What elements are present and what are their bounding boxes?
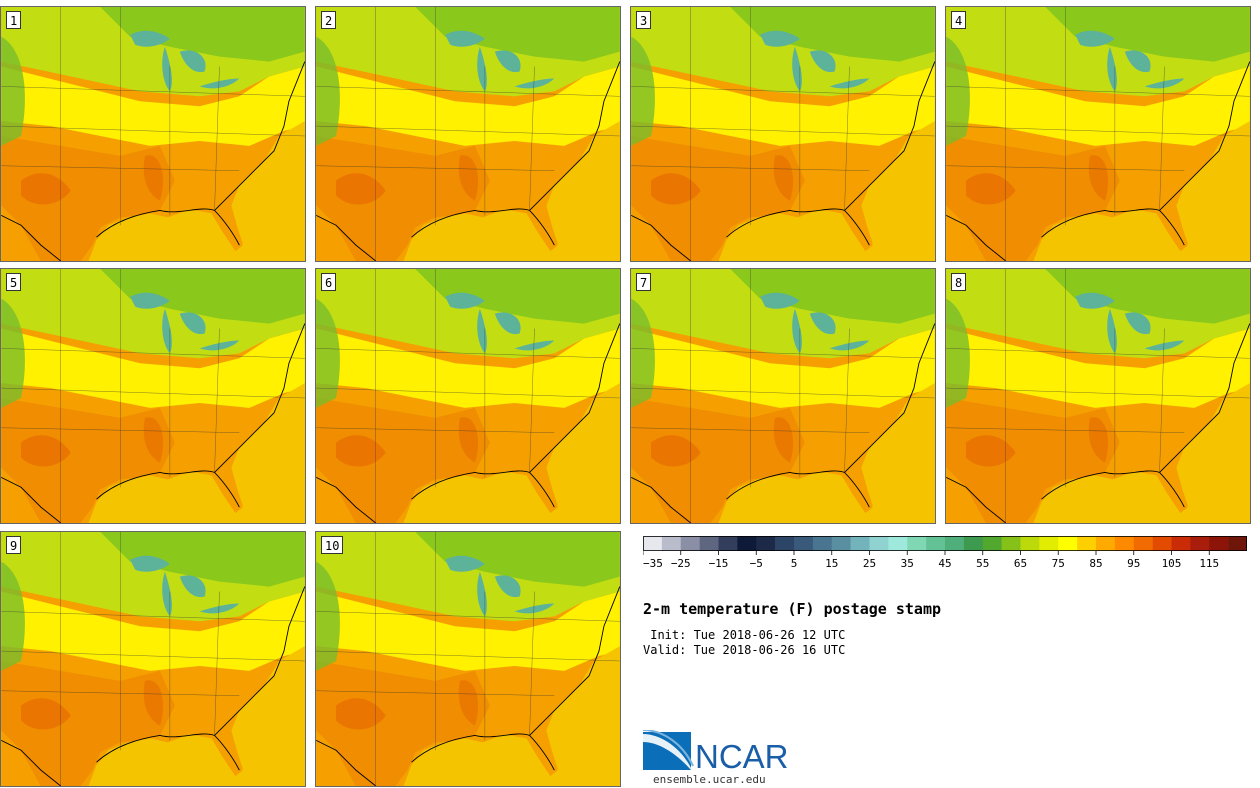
colorbar-tick-label: 75 (1052, 557, 1065, 570)
colorbar-swatch (963, 536, 984, 551)
panel-7: 7 (630, 268, 936, 524)
colorbar-swatch (1190, 536, 1210, 551)
temperature-map (1, 7, 305, 261)
colorbar-frame (643, 536, 1247, 551)
colorbar-swatch (794, 536, 814, 551)
colorbar-swatch (1058, 536, 1078, 551)
colorbar-tick-label: 45 (938, 557, 951, 570)
colorbar-tick-label: 35 (901, 557, 914, 570)
colorbar-tick-label: 25 (863, 557, 876, 570)
colorbar-swatch (1152, 536, 1172, 551)
colorbar-swatch (1020, 536, 1040, 551)
panel-10: 10 (315, 531, 621, 787)
init-time: Init: Tue 2018-06-26 12 UTC (643, 628, 846, 642)
panel-1: 1 (0, 6, 306, 262)
temperature-map (631, 269, 935, 523)
temperature-map (631, 7, 935, 261)
member-label: 3 (636, 11, 652, 29)
member-label: 10 (321, 536, 344, 554)
colorbar-swatch (907, 536, 927, 551)
colorbar-tick-label: −25 (671, 557, 691, 570)
member-label: 9 (6, 536, 22, 554)
temperature-map (946, 269, 1250, 523)
temperature-map (316, 532, 620, 786)
colorbar-swatch (850, 536, 870, 551)
colorbar-swatch (1077, 536, 1097, 551)
colorbar-swatch (643, 536, 663, 551)
temperature-map (1, 269, 305, 523)
colorbar-swatch (1133, 536, 1153, 551)
colorbar-swatch (869, 536, 889, 551)
colorbar-swatch (1209, 536, 1229, 551)
colorbar-swatch (1001, 536, 1021, 551)
colorbar: −35 −25 −15 −5 5 15 25 35 45 55 65 75 85 95 105 115 (643, 536, 1247, 570)
colorbar-swatch (831, 536, 851, 551)
colorbar-swatch (982, 536, 1002, 551)
member-label: 1 (6, 11, 22, 29)
member-label: 2 (321, 11, 337, 29)
colorbar-swatch (1039, 536, 1059, 551)
temperature-map (316, 7, 620, 261)
logo-text: NCAR (695, 738, 789, 775)
member-label: 6 (321, 273, 337, 291)
panel-2: 2 (315, 6, 621, 262)
panel-3: 3 (630, 6, 936, 262)
colorbar-swatch (1096, 536, 1116, 551)
temperature-map (1, 532, 305, 786)
colorbar-tick-label: 95 (1127, 557, 1140, 570)
temperature-map (946, 7, 1250, 261)
colorbar-tick-label: 65 (1014, 557, 1027, 570)
colorbar-tick-label: 5 (791, 557, 798, 570)
colorbar-tick-label: 85 (1089, 557, 1102, 570)
panel-9: 9 (0, 531, 306, 787)
colorbar-swatch (737, 536, 757, 551)
colorbar-tick-label: −35 (643, 557, 663, 570)
colorbar-swatch (1228, 536, 1247, 551)
colorbar-swatch (718, 536, 738, 551)
panel-4: 4 (945, 6, 1251, 262)
colorbar-swatch (1114, 536, 1135, 551)
colorbar-tick-label: −5 (750, 557, 763, 570)
panel-5: 5 (0, 268, 306, 524)
member-label: 5 (6, 273, 22, 291)
chart-title: 2-m temperature (F) postage stamp (643, 600, 942, 618)
colorbar-swatch (756, 536, 776, 551)
member-label: 4 (951, 11, 967, 29)
colorbar-swatch (945, 536, 965, 551)
valid-time: Valid: Tue 2018-06-26 16 UTC (643, 643, 846, 657)
panel-6: 6 (315, 268, 621, 524)
colorbar-swatch (812, 536, 833, 551)
colorbar-swatch (699, 536, 719, 551)
member-label: 8 (951, 273, 967, 291)
colorbar-tick-label: 15 (825, 557, 838, 570)
colorbar-tick-label: 115 (1199, 557, 1219, 570)
colorbar-swatch (888, 536, 908, 551)
colorbar-tick-label: 105 (1162, 557, 1182, 570)
site-url: ensemble.ucar.edu (653, 773, 766, 786)
colorbar-tick-label: 55 (976, 557, 989, 570)
colorbar-swatch (926, 536, 946, 551)
panel-8: 8 (945, 268, 1251, 524)
ncar-logo: NCAR (643, 730, 789, 775)
colorbar-swatch (661, 536, 682, 551)
colorbar-swatch (680, 536, 700, 551)
colorbar-swatch (1171, 536, 1191, 551)
colorbar-swatch (775, 536, 795, 551)
member-label: 7 (636, 273, 652, 291)
colorbar-tick-label: −15 (709, 557, 729, 570)
temperature-map (316, 269, 620, 523)
